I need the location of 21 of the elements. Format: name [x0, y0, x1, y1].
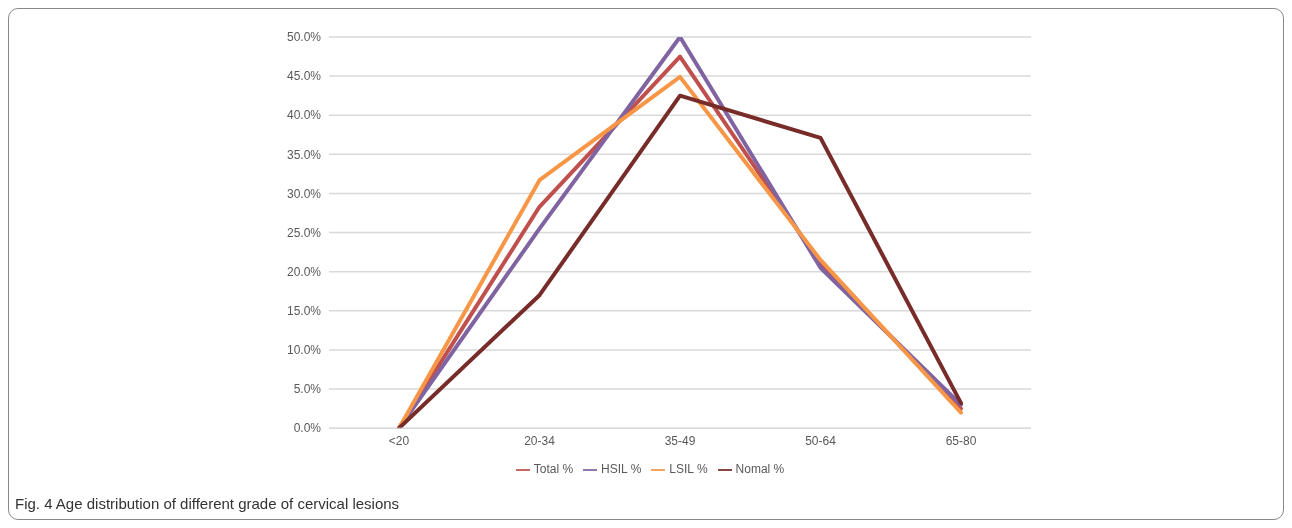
y-tick-label: 30.0%	[286, 186, 322, 201]
x-tick-label: <20	[388, 433, 410, 448]
legend-label: LSIL %	[669, 462, 708, 477]
y-tick-label: 5.0%	[293, 382, 322, 397]
y-tick-label: 35.0%	[286, 147, 322, 162]
legend-label: Total %	[533, 462, 574, 477]
x-tick-label: 35-49	[664, 433, 696, 448]
x-tick-label: 20-34	[524, 433, 556, 448]
y-tick-label: 10.0%	[286, 343, 322, 358]
y-tick-label: 20.0%	[286, 264, 322, 279]
legend-label: HSIL %	[601, 462, 642, 477]
y-tick-label: 15.0%	[286, 304, 322, 319]
y-tick-label: 45.0%	[286, 69, 322, 84]
x-tick-label: 65-80	[945, 433, 977, 448]
y-tick-label: 50.0%	[286, 30, 322, 45]
y-tick-label: 0.0%	[293, 421, 322, 436]
y-tick-label: 40.0%	[286, 108, 322, 123]
caption: Fig. 4 Age distribution of different grade of cervical lesions	[15, 495, 400, 512]
y-tick-label: 25.0%	[286, 225, 322, 240]
x-tick-label: 50-64	[805, 433, 837, 448]
legend-label: Nomal %	[735, 462, 785, 477]
